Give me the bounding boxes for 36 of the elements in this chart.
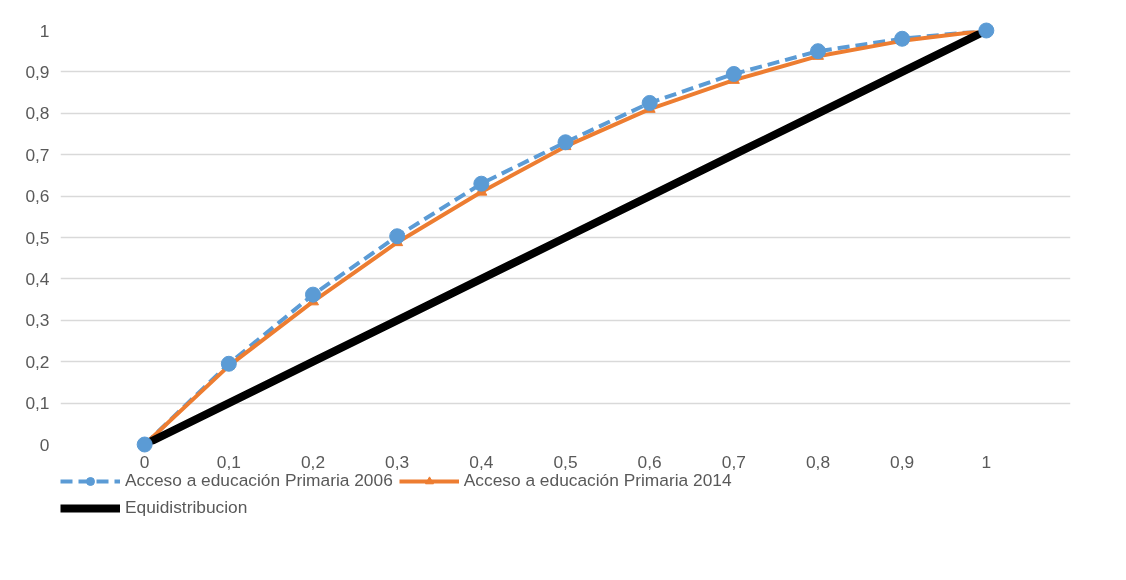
legend-label: Acceso a educación Primaria 2014	[463, 470, 732, 491]
y-tick-label: 0,5	[25, 227, 50, 248]
point	[894, 30, 911, 47]
point	[220, 355, 237, 372]
point	[557, 134, 574, 151]
y-tick-label: 0,8	[25, 103, 50, 124]
y-tick-label: 0,3	[25, 310, 50, 331]
y-tick-label: 0,7	[25, 144, 50, 165]
point	[725, 65, 742, 82]
point	[641, 94, 658, 111]
point	[389, 228, 406, 245]
legend-label: Acceso a educación Primaria 2006	[125, 470, 393, 491]
x-tick-label: 0,4	[469, 451, 494, 472]
y-tick-label: 0,1	[25, 393, 50, 414]
x-tick-label: 0,6	[637, 451, 662, 472]
y-tick-label: 0,6	[25, 186, 50, 207]
x-tick-label: 0,7	[721, 451, 746, 472]
x-tick-label: 0,3	[385, 451, 410, 472]
legend-label: Equidistribucion	[125, 497, 248, 518]
point	[136, 436, 153, 453]
point	[305, 286, 321, 303]
x-tick-label: 0,5	[553, 451, 578, 472]
y-tick-label: 0,2	[25, 351, 50, 372]
y-tick-label: 0,9	[25, 61, 50, 82]
point	[473, 175, 490, 192]
x-tick-label: 0,8	[805, 451, 831, 472]
x-tick-label: 0,2	[300, 451, 326, 472]
point	[810, 43, 826, 60]
x-tick-label: 0	[139, 451, 150, 472]
y-tick-label: 0,4	[25, 268, 50, 289]
y-tick-label: 0	[39, 434, 50, 455]
point	[978, 22, 995, 39]
x-tick-label: 0,9	[890, 451, 915, 472]
x-tick-label: 0,1	[216, 451, 241, 472]
y-tick-label: 1	[39, 20, 50, 41]
x-tick-label: 1	[981, 451, 992, 472]
